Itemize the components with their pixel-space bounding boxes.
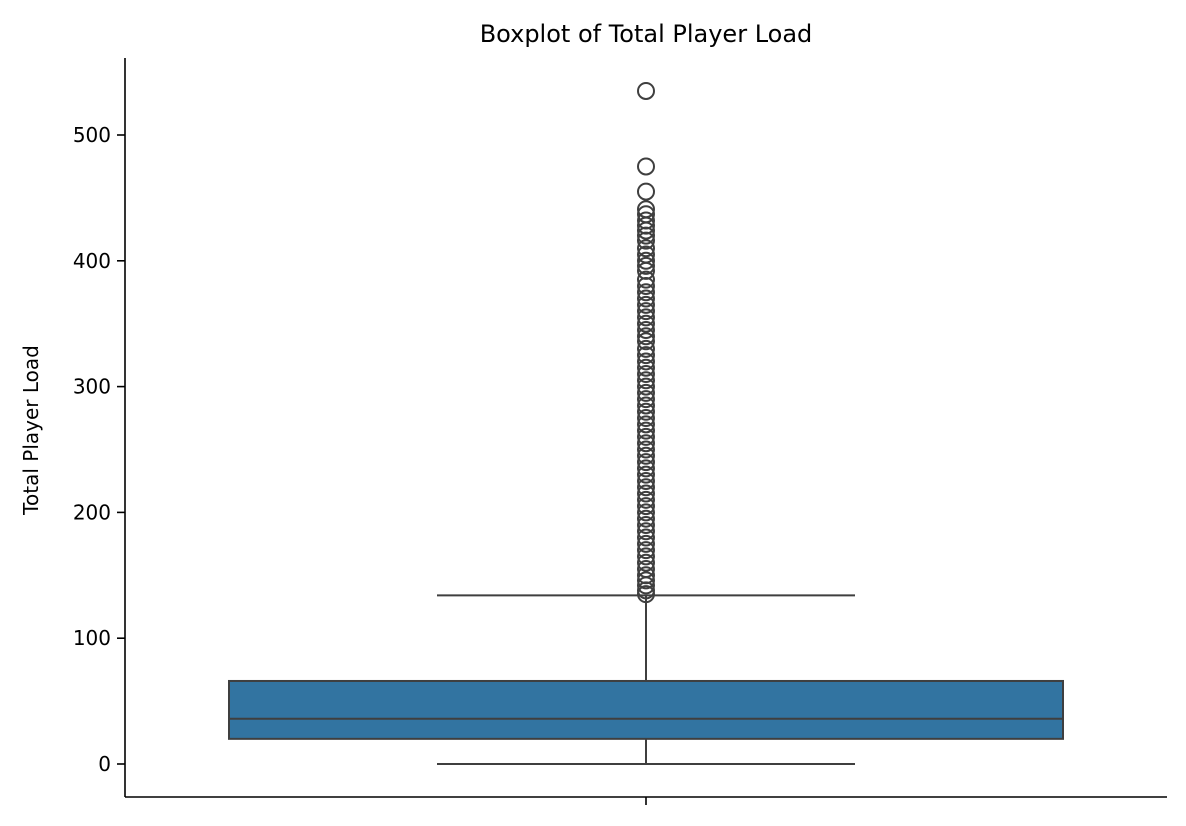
y-tick-label-0: 0 [98,752,111,776]
outlier-point [637,390,655,409]
outlier-point [637,541,655,560]
outlier-point [637,276,655,295]
outlier-point [637,421,655,440]
outlier-point [637,157,655,176]
outlier-point [637,226,655,245]
outliers [637,81,655,604]
y-tick-label-500: 500 [73,123,111,147]
outlier-point [637,339,655,358]
outlier-point [637,478,655,497]
outlier-point [637,352,655,371]
outlier-point [637,302,655,321]
y-ticks: 0 100 200 300 400 500 [73,123,125,776]
y-tick-label-200: 200 [73,500,111,524]
outlier-point [637,446,655,465]
outlier-point [637,239,655,258]
outlier-point [637,528,655,547]
y-tick-label-100: 100 [73,626,111,650]
outlier-point [637,465,655,484]
outlier-point [637,484,655,503]
outlier-point [637,346,655,365]
outlier-point [637,409,655,428]
outlier-point [637,231,655,250]
outlier-point [637,459,655,478]
outlier-point [637,427,655,446]
y-axis-label: Total Player Load [19,345,43,516]
outlier-point [637,509,655,528]
iqr-box [228,679,1064,740]
outlier-point [637,221,655,240]
outlier-point [637,251,655,270]
outlier-point [637,471,655,490]
outlier-point [637,256,655,275]
outlier-point [637,402,655,421]
outlier-point [637,576,655,595]
outlier-point [637,571,655,590]
outlier-point [637,497,655,516]
outlier-point [637,270,655,289]
outlier-point [637,358,655,377]
outlier-point [637,415,655,434]
outlier-point [637,396,655,415]
y-tick-label-400: 400 [73,249,111,273]
outlier-point [637,314,655,333]
outlier-point [637,503,655,522]
outlier-point [637,585,655,604]
outlier-point [637,320,655,339]
box-group [228,594,1064,765]
outlier-point [637,81,655,100]
outlier-point [637,365,655,384]
outlier-point [637,440,655,459]
outlier-point [637,534,655,553]
outlier-point [637,434,655,453]
outlier-point [637,295,655,314]
outlier-point [637,547,655,566]
chart-title: Boxplot of Total Player Load [480,20,813,48]
outlier-point [637,553,655,572]
outlier-point [637,371,655,390]
outlier-point [637,289,655,308]
outlier-point [637,332,655,351]
axes [124,58,1167,805]
y-tick-label-300: 300 [73,375,111,399]
outlier-point [637,182,655,201]
outlier-point [637,327,655,346]
outlier-point [637,515,655,534]
outlier-point [637,308,655,327]
outlier-point [637,453,655,472]
outlier-point [637,522,655,541]
outlier-point [637,283,655,302]
outlier-point [637,490,655,509]
outlier-point [637,383,655,402]
outlier-point [637,377,655,396]
